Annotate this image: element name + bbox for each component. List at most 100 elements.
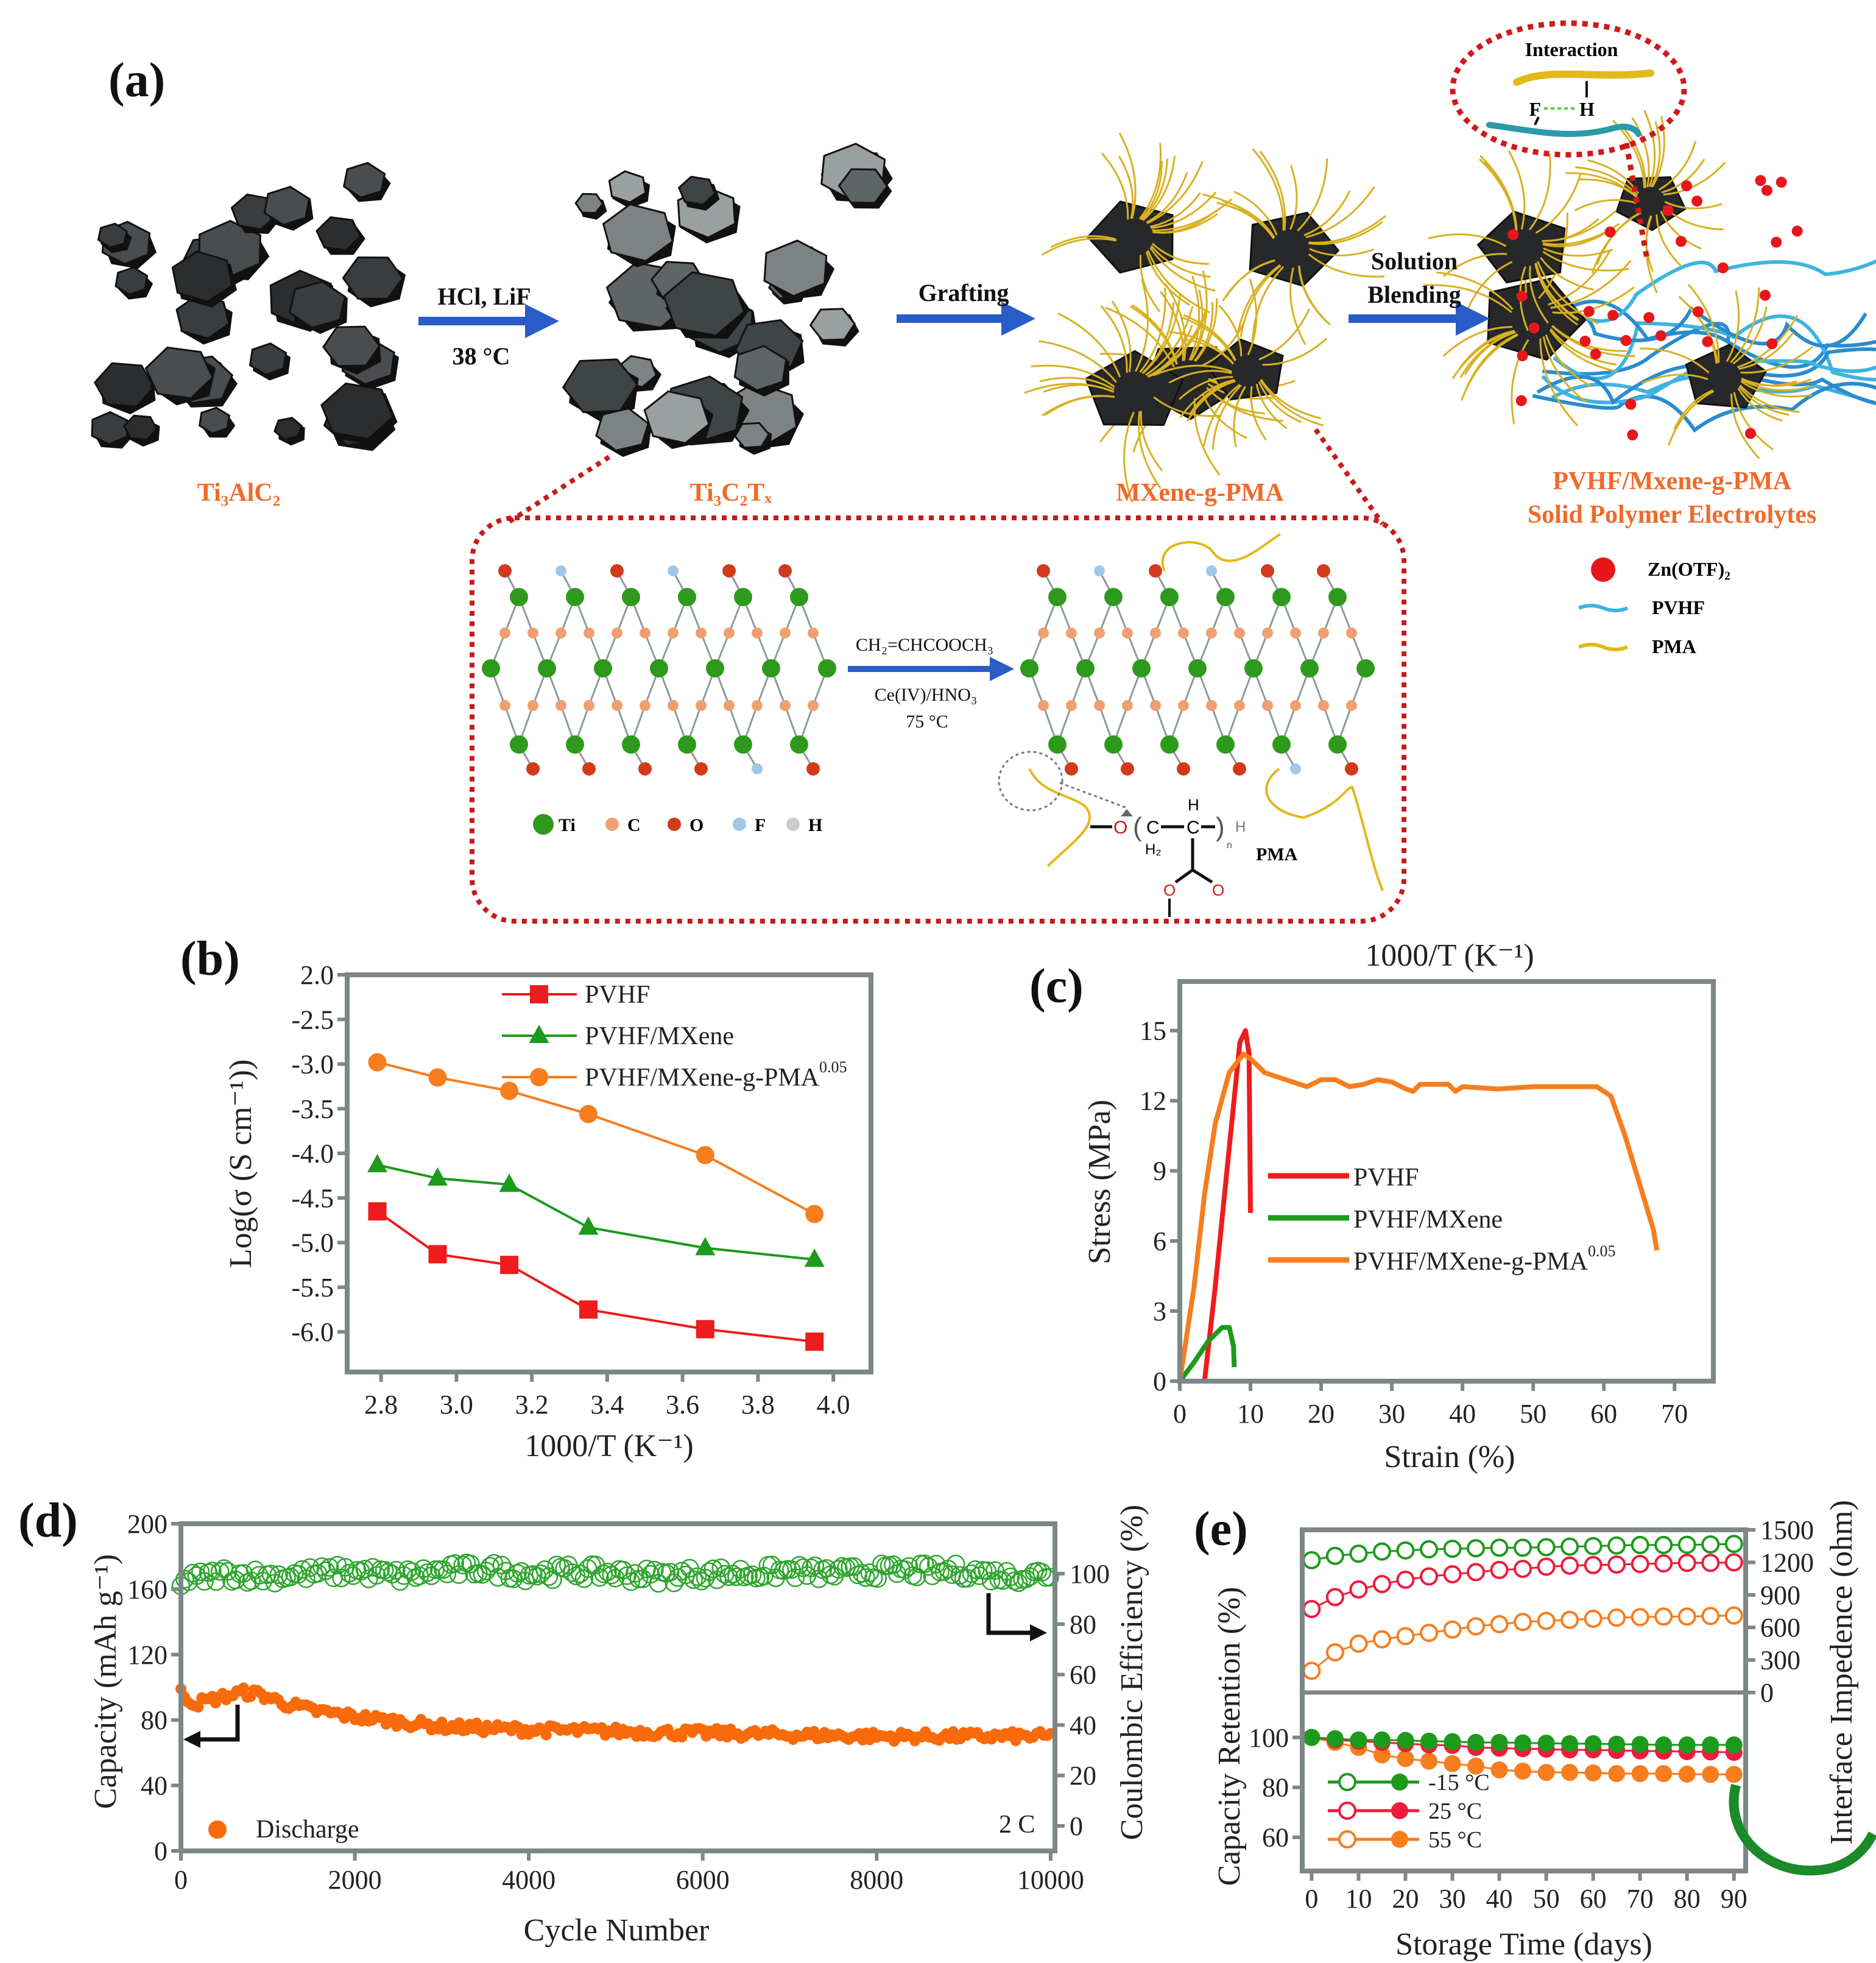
legend-filled-marker (1391, 1802, 1408, 1819)
impedance-point (1349, 1544, 1368, 1563)
grafted-mxene-atom-ti (1216, 588, 1235, 606)
pma-chain (1140, 161, 1163, 221)
efficiency-point (758, 1556, 778, 1575)
pma-chain (1258, 308, 1311, 361)
y2-tick-label: 0 (1070, 1811, 1083, 1841)
zn-ion (1643, 312, 1655, 324)
impedance-point (1724, 1606, 1743, 1625)
y2-tick-label: 600 (1760, 1613, 1800, 1643)
efficiency-point (355, 1560, 375, 1579)
panel-a: (a) HCl, LiF 38 °C Grafting Solution Ble… (91, 20, 1876, 924)
impedance-point (1325, 1588, 1344, 1607)
impedance-point (1537, 1538, 1556, 1557)
efficiency-point (966, 1560, 985, 1579)
arrow-label-solution: Solution (1371, 247, 1458, 275)
retention-point (1678, 1736, 1696, 1754)
y2-tick-label: 300 (1760, 1646, 1800, 1675)
pma-chain (1740, 380, 1812, 398)
element-dot-c (605, 818, 619, 831)
grafted-mxene-atom-ti (1048, 588, 1067, 606)
pma-chain (1305, 186, 1375, 238)
mxene-atom-c (696, 700, 707, 711)
pma-chain (1739, 384, 1800, 413)
legend-filled-marker (1391, 1831, 1408, 1848)
legend-label: PVHF/MXene (585, 1022, 734, 1050)
pma-chain (1118, 155, 1134, 219)
grafted-mxene-atom-c (1150, 700, 1161, 711)
data-point (805, 1332, 824, 1351)
pma-chain (1262, 338, 1327, 366)
efficiency-point (250, 1566, 269, 1585)
process-arrow-blending: Solution Blending (1349, 247, 1490, 336)
y-tick-label: 200 (127, 1509, 168, 1539)
x-tick-label: 0 (1305, 1884, 1318, 1914)
impedance-point (1302, 1599, 1321, 1618)
grafted-mxene-atom-c (1094, 700, 1105, 711)
retention-point (1537, 1764, 1555, 1781)
data-point (805, 1204, 824, 1223)
mxene-flake (733, 345, 788, 392)
retention-point (1631, 1736, 1649, 1753)
data-point (804, 1248, 825, 1267)
pma-chain (1550, 328, 1617, 366)
x-tick-label: 0 (174, 1865, 188, 1895)
pma-chain (1139, 287, 1166, 373)
zn-ion (1681, 180, 1693, 191)
max-phase-flake (316, 216, 362, 252)
pma-chain (1101, 152, 1129, 220)
legend-marker (530, 1068, 548, 1086)
mxene-atom-c (780, 628, 791, 638)
grafted-mxene-atom-c (1206, 700, 1217, 711)
retention-point (1397, 1731, 1414, 1749)
pma-chain (1038, 340, 1117, 383)
impedance-point (1701, 1535, 1720, 1554)
efficiency-point (742, 1565, 762, 1585)
mxene-atom-ti (818, 659, 836, 677)
y2-axis-label: Interface Impedence (ohm) (1824, 1500, 1859, 1845)
zn-ion (1776, 177, 1787, 188)
mxene-atom-ti (790, 735, 808, 754)
grafted-mxene-atom-c (1066, 700, 1077, 711)
series-line-2 (1177, 1051, 1660, 1382)
mxene-atom-o (778, 564, 792, 578)
mxene-atom-o (610, 564, 624, 578)
efficiency-point (574, 1569, 594, 1588)
pma-chain (1459, 331, 1516, 378)
max-phase-flake (249, 342, 287, 376)
pma-chain (1289, 267, 1306, 345)
retention-point (1420, 1752, 1437, 1770)
zn-ion (1508, 228, 1519, 240)
grafted-pma-chain (1162, 533, 1281, 571)
impedance-point (1490, 1560, 1509, 1579)
material-label-spe-line2: Solid Polymer Electrolytes (1528, 501, 1816, 529)
impedance-point (1349, 1580, 1368, 1599)
x-tick-label: 70 (1661, 1399, 1688, 1429)
pma-chain (1168, 370, 1232, 384)
rate-annotation: 2 C (999, 1811, 1035, 1839)
pma-chain (1542, 250, 1629, 272)
pma-chain (1303, 190, 1351, 236)
legend-open-marker (1338, 1773, 1356, 1791)
y-tick-label: -5.5 (291, 1273, 334, 1303)
grafted-mxene-atom-c (1178, 700, 1189, 711)
pma-chain (1543, 232, 1606, 247)
zn-ion (1702, 336, 1713, 347)
x-tick-label: 3.6 (666, 1390, 699, 1420)
pma-chain (1211, 384, 1242, 450)
y-tick-label: 80 (1262, 1773, 1289, 1803)
grafted-mxene-atom-o (1317, 564, 1330, 578)
pvhf-line-icon (1578, 604, 1629, 612)
y-tick-label: 60 (1262, 1823, 1289, 1853)
zn-ion (1516, 291, 1528, 302)
legend-label: PVHF (585, 981, 650, 1009)
retention-point (1702, 1766, 1719, 1783)
retention-point (1537, 1735, 1555, 1752)
grafted-mxene-atom-c (1346, 700, 1357, 711)
pma-chain (1123, 411, 1135, 503)
discharge-point (238, 1682, 249, 1694)
y2-axis-label: Coulombic Efficiency (%) (1115, 1505, 1149, 1841)
element-label-h: H (808, 815, 822, 835)
pma-chain (1643, 110, 1656, 188)
grafted-mxene-atom-o (1121, 762, 1134, 776)
grafted-mxene-atom-ti (1272, 588, 1291, 606)
